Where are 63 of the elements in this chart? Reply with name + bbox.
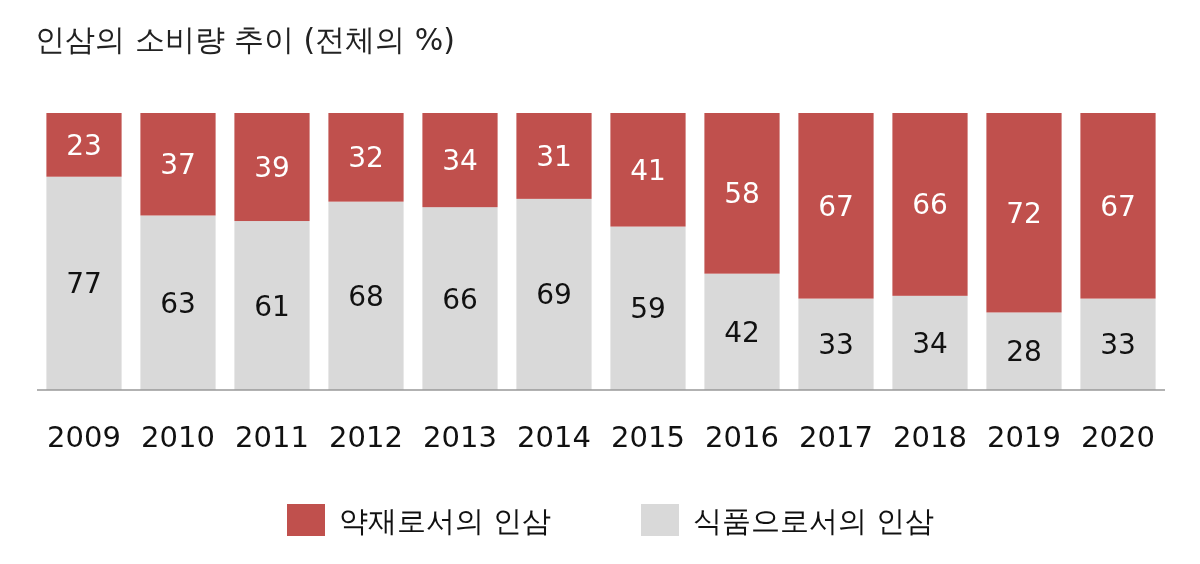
bar: [986, 312, 1062, 390]
data-label: 63: [160, 286, 196, 320]
x-tick-label: 2017: [799, 420, 873, 454]
data-label: 77: [66, 267, 102, 301]
bar: [892, 113, 968, 296]
data-label: 67: [818, 189, 854, 223]
x-tick-label: 2013: [423, 420, 497, 454]
bar: [140, 215, 216, 390]
bar: [704, 273, 780, 390]
bar: [234, 221, 310, 390]
data-label: 41: [630, 153, 666, 187]
bar: [610, 226, 686, 390]
x-tick-label: 2010: [141, 420, 215, 454]
bar: [516, 113, 592, 199]
data-label: 72: [1006, 196, 1042, 230]
data-label: 66: [912, 188, 948, 222]
x-tick-label: 2014: [517, 420, 591, 454]
bar: [140, 113, 216, 216]
bar: [328, 201, 404, 390]
x-tick-label: 2015: [611, 420, 685, 454]
x-tick-label: 2018: [893, 420, 967, 454]
data-label: 37: [160, 148, 196, 182]
data-label: 23: [66, 128, 102, 162]
bar: [1080, 298, 1156, 390]
bar: [798, 113, 874, 299]
data-label: 61: [254, 289, 290, 323]
data-label: 33: [818, 328, 854, 362]
bar: [422, 207, 498, 390]
data-label: 42: [724, 315, 760, 349]
bar: [328, 113, 404, 202]
bar: [516, 198, 592, 390]
chart-title: 인삼의 소비량 추이 (전체의 %): [35, 22, 456, 57]
data-label: 69: [536, 278, 572, 312]
bar: [46, 176, 122, 390]
x-tick-label: 2020: [1081, 420, 1155, 454]
bar: [704, 113, 780, 274]
data-label: 67: [1100, 189, 1136, 223]
data-label: 68: [348, 279, 384, 313]
data-label: 59: [630, 292, 666, 326]
legend-label: 식품으로서의 인삼: [693, 504, 935, 538]
data-label: 28: [1006, 335, 1042, 369]
data-label: 33: [1100, 328, 1136, 362]
bar: [46, 113, 122, 177]
legend-label: 약재로서의 인삼: [339, 504, 552, 538]
x-tick-label: 2009: [47, 420, 121, 454]
data-label: 34: [912, 326, 948, 360]
bar: [234, 113, 310, 222]
bar: [1080, 113, 1156, 299]
data-label: 66: [442, 282, 478, 316]
data-label: 58: [724, 177, 760, 211]
data-label: 39: [254, 151, 290, 185]
bar: [986, 113, 1062, 313]
data-label: 32: [348, 141, 384, 175]
bar: [892, 295, 968, 390]
bar: [610, 113, 686, 227]
data-label: 34: [442, 144, 478, 178]
x-tick-label: 2019: [987, 420, 1061, 454]
bar: [798, 298, 874, 390]
x-tick-label: 2012: [329, 420, 403, 454]
bar: [422, 113, 498, 208]
x-tick-label: 2011: [235, 420, 309, 454]
x-tick-label: 2016: [705, 420, 779, 454]
data-label: 31: [536, 139, 572, 173]
